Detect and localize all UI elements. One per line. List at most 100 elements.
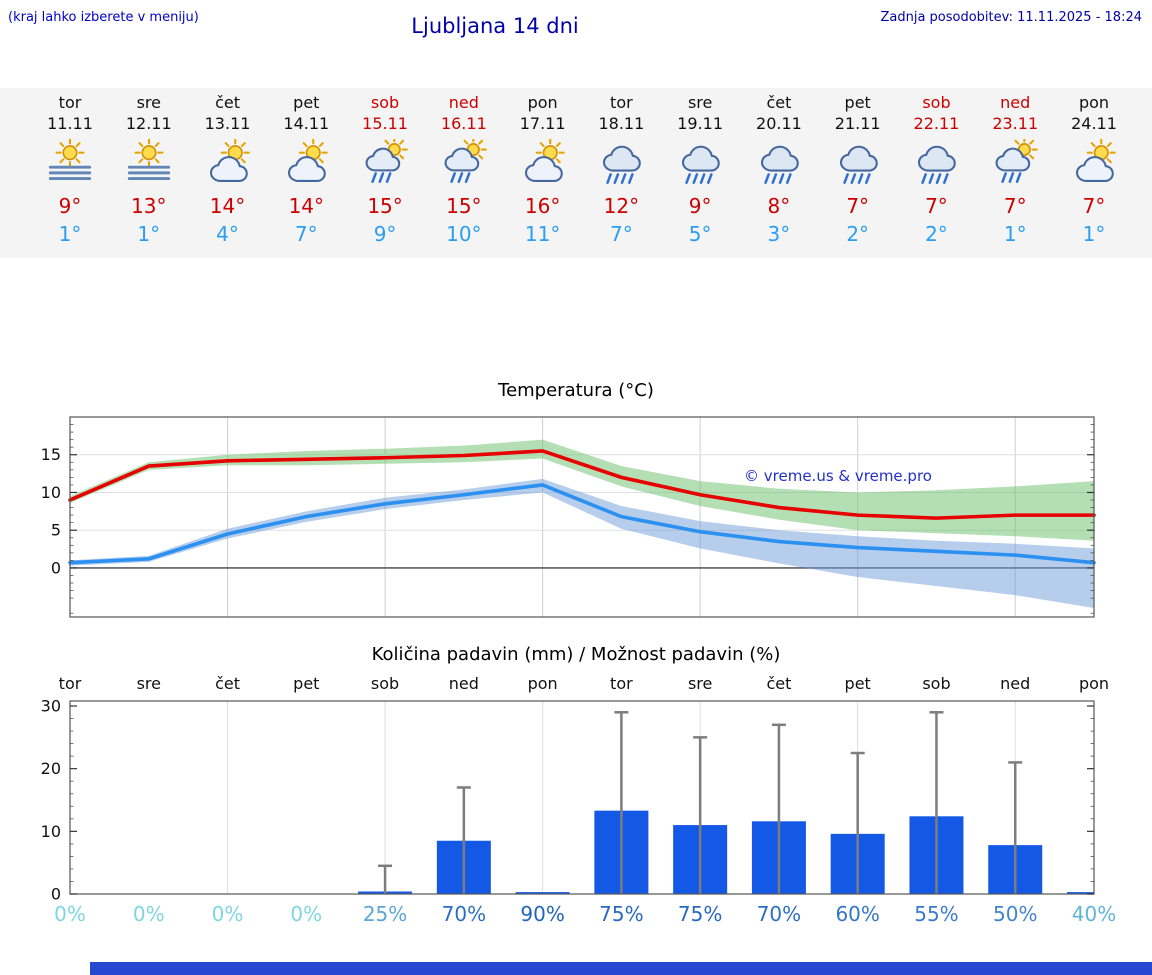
forecast-day-11.11[interactable]: tor 11.11 9° 1°	[30, 92, 110, 247]
precip-probability: 75%	[599, 902, 644, 926]
rain-icon	[660, 139, 740, 191]
day-date: 22.11	[913, 114, 960, 133]
temp-min: 1°	[58, 222, 82, 246]
forecast-day-15.11[interactable]: sob 15.11 15° 9°	[345, 92, 425, 247]
precip-day-label: sre	[687, 674, 713, 693]
forecast-day-22.11[interactable]: sob 22.11 7° 2°	[896, 92, 976, 247]
precip-probability: 0%	[132, 902, 165, 926]
precip-probability: 25%	[362, 902, 408, 926]
precip-bar	[1067, 892, 1094, 894]
temp-min: 7°	[294, 222, 318, 246]
page-title: Ljubljana 14 dni	[411, 14, 579, 38]
precip-day-label: pet	[293, 674, 320, 693]
precip-probability: 90%	[520, 902, 565, 926]
temp-min: 9°	[373, 222, 397, 246]
temp-max: 7°	[1082, 194, 1106, 218]
precipitation-chart: 0 10 20 30	[41, 698, 1095, 904]
day-date: 15.11	[362, 114, 408, 133]
temp-min: 7°	[610, 222, 633, 246]
temp-min: 4°	[216, 222, 239, 246]
day-name: tor	[58, 93, 82, 112]
temp-min: 10°	[446, 222, 482, 246]
partly-cloudy-icon	[266, 138, 346, 191]
forecast-day-21.11[interactable]: pet 21.11 7° 2°	[818, 92, 898, 247]
precip-probability: 50%	[992, 902, 1038, 926]
forecast-day-18.11[interactable]: tor 18.11 12° 7°	[581, 92, 661, 247]
forecast-day-20.11[interactable]: čet 20.11 8° 3°	[739, 92, 819, 247]
temp-max: 7°	[846, 194, 870, 218]
precip-probability: 55%	[914, 902, 959, 926]
sun-fog-icon	[30, 138, 110, 191]
precip-day-label: tor	[58, 674, 82, 693]
day-name: pon	[1078, 93, 1110, 112]
day-date: 23.11	[992, 114, 1039, 133]
temp-min: 1°	[1082, 222, 1106, 246]
temp-min: 2°	[925, 222, 948, 246]
precip-probability: 0%	[211, 902, 244, 926]
precip-day-label: ned	[448, 674, 479, 693]
day-date: 24.11	[1071, 114, 1117, 133]
forecast-day-19.11[interactable]: sre 19.11 9° 5°	[660, 92, 740, 247]
forecast-day-14.11[interactable]: pet 14.11 14° 7°	[266, 92, 346, 247]
day-date: 13.11	[204, 114, 251, 133]
temp-max: 14°	[288, 194, 325, 218]
footer-bar	[90, 962, 1152, 975]
last-update-label: Zadnja posodobitev: 11.11.2025 - 18:24	[880, 10, 1142, 25]
precip-day-label: pon	[1078, 674, 1110, 693]
precip-probability: 0%	[290, 902, 323, 926]
temp-min: 3°	[767, 222, 791, 246]
svg-text:5: 5	[51, 521, 61, 540]
day-date: 14.11	[283, 114, 330, 133]
forecast-strip: tor 11.11 9° 1° sre 12.11 13° 1° čet 13.11 14° 4° pe…	[0, 88, 1152, 258]
watermark: © vreme.us & vreme.pro	[744, 467, 932, 485]
temp-min: 11°	[524, 222, 561, 246]
temp-max: 13°	[131, 194, 167, 218]
day-name: čet	[766, 93, 792, 112]
day-name: sre	[136, 93, 161, 112]
temperature-chart: 0 5 10 15 © vreme.us & vreme.pro	[41, 416, 1096, 618]
svg-text:0: 0	[51, 558, 61, 577]
precip-day-label: sre	[136, 674, 161, 693]
precip-day-label: ned	[1000, 674, 1031, 693]
temp-max: 9°	[688, 194, 712, 218]
day-date: 16.11	[440, 114, 487, 133]
day-date: 17.11	[519, 114, 566, 133]
sun-fog-icon	[109, 138, 189, 191]
day-name: tor	[610, 93, 633, 112]
day-date: 18.11	[598, 114, 645, 133]
partly-cloudy-icon	[1054, 138, 1134, 191]
temp-min: 1°	[137, 222, 161, 246]
precip-day-label: pon	[527, 674, 558, 693]
partly-cloudy-icon	[188, 138, 268, 191]
forecast-day-12.11[interactable]: sre 12.11 13° 1°	[109, 92, 189, 247]
day-date: 21.11	[834, 114, 881, 133]
temp-max: 16°	[524, 194, 561, 218]
day-name: pet	[844, 93, 871, 112]
svg-text:10: 10	[41, 822, 61, 841]
temp-max: 7°	[1003, 194, 1027, 218]
temp-min: 5°	[688, 222, 712, 246]
temp-max: 15°	[367, 194, 403, 218]
svg-text:15: 15	[41, 445, 61, 464]
forecast-day-23.11[interactable]: ned 23.11 7° 1°	[975, 92, 1055, 247]
day-name: ned	[1000, 93, 1031, 112]
rain-icon	[581, 139, 661, 191]
precip-day-label: sob	[922, 674, 951, 693]
precip-probability: 75%	[677, 902, 723, 926]
forecast-day-16.11[interactable]: ned 16.11 15° 10°	[424, 92, 504, 247]
forecast-day-17.11[interactable]: pon 17.11 16° 11°	[503, 92, 583, 247]
temp-min: 1°	[1003, 222, 1027, 246]
svg-text:0: 0	[51, 885, 61, 904]
precip-probability: 70%	[756, 902, 802, 926]
temperature-chart-title: Temperatura (°C)	[498, 380, 654, 401]
forecast-day-24.11[interactable]: pon 24.11 7° 1°	[1054, 92, 1134, 247]
day-name: ned	[448, 93, 479, 112]
svg-text:30: 30	[41, 698, 61, 716]
day-name: čet	[215, 93, 240, 112]
temp-max: 8°	[767, 194, 791, 218]
sun-rain-icon	[345, 136, 425, 191]
temp-max: 7°	[925, 194, 948, 218]
precip-day-label: čet	[215, 674, 240, 693]
forecast-day-13.11[interactable]: čet 13.11 14° 4°	[188, 92, 268, 247]
precip-probability: 70%	[441, 902, 487, 926]
